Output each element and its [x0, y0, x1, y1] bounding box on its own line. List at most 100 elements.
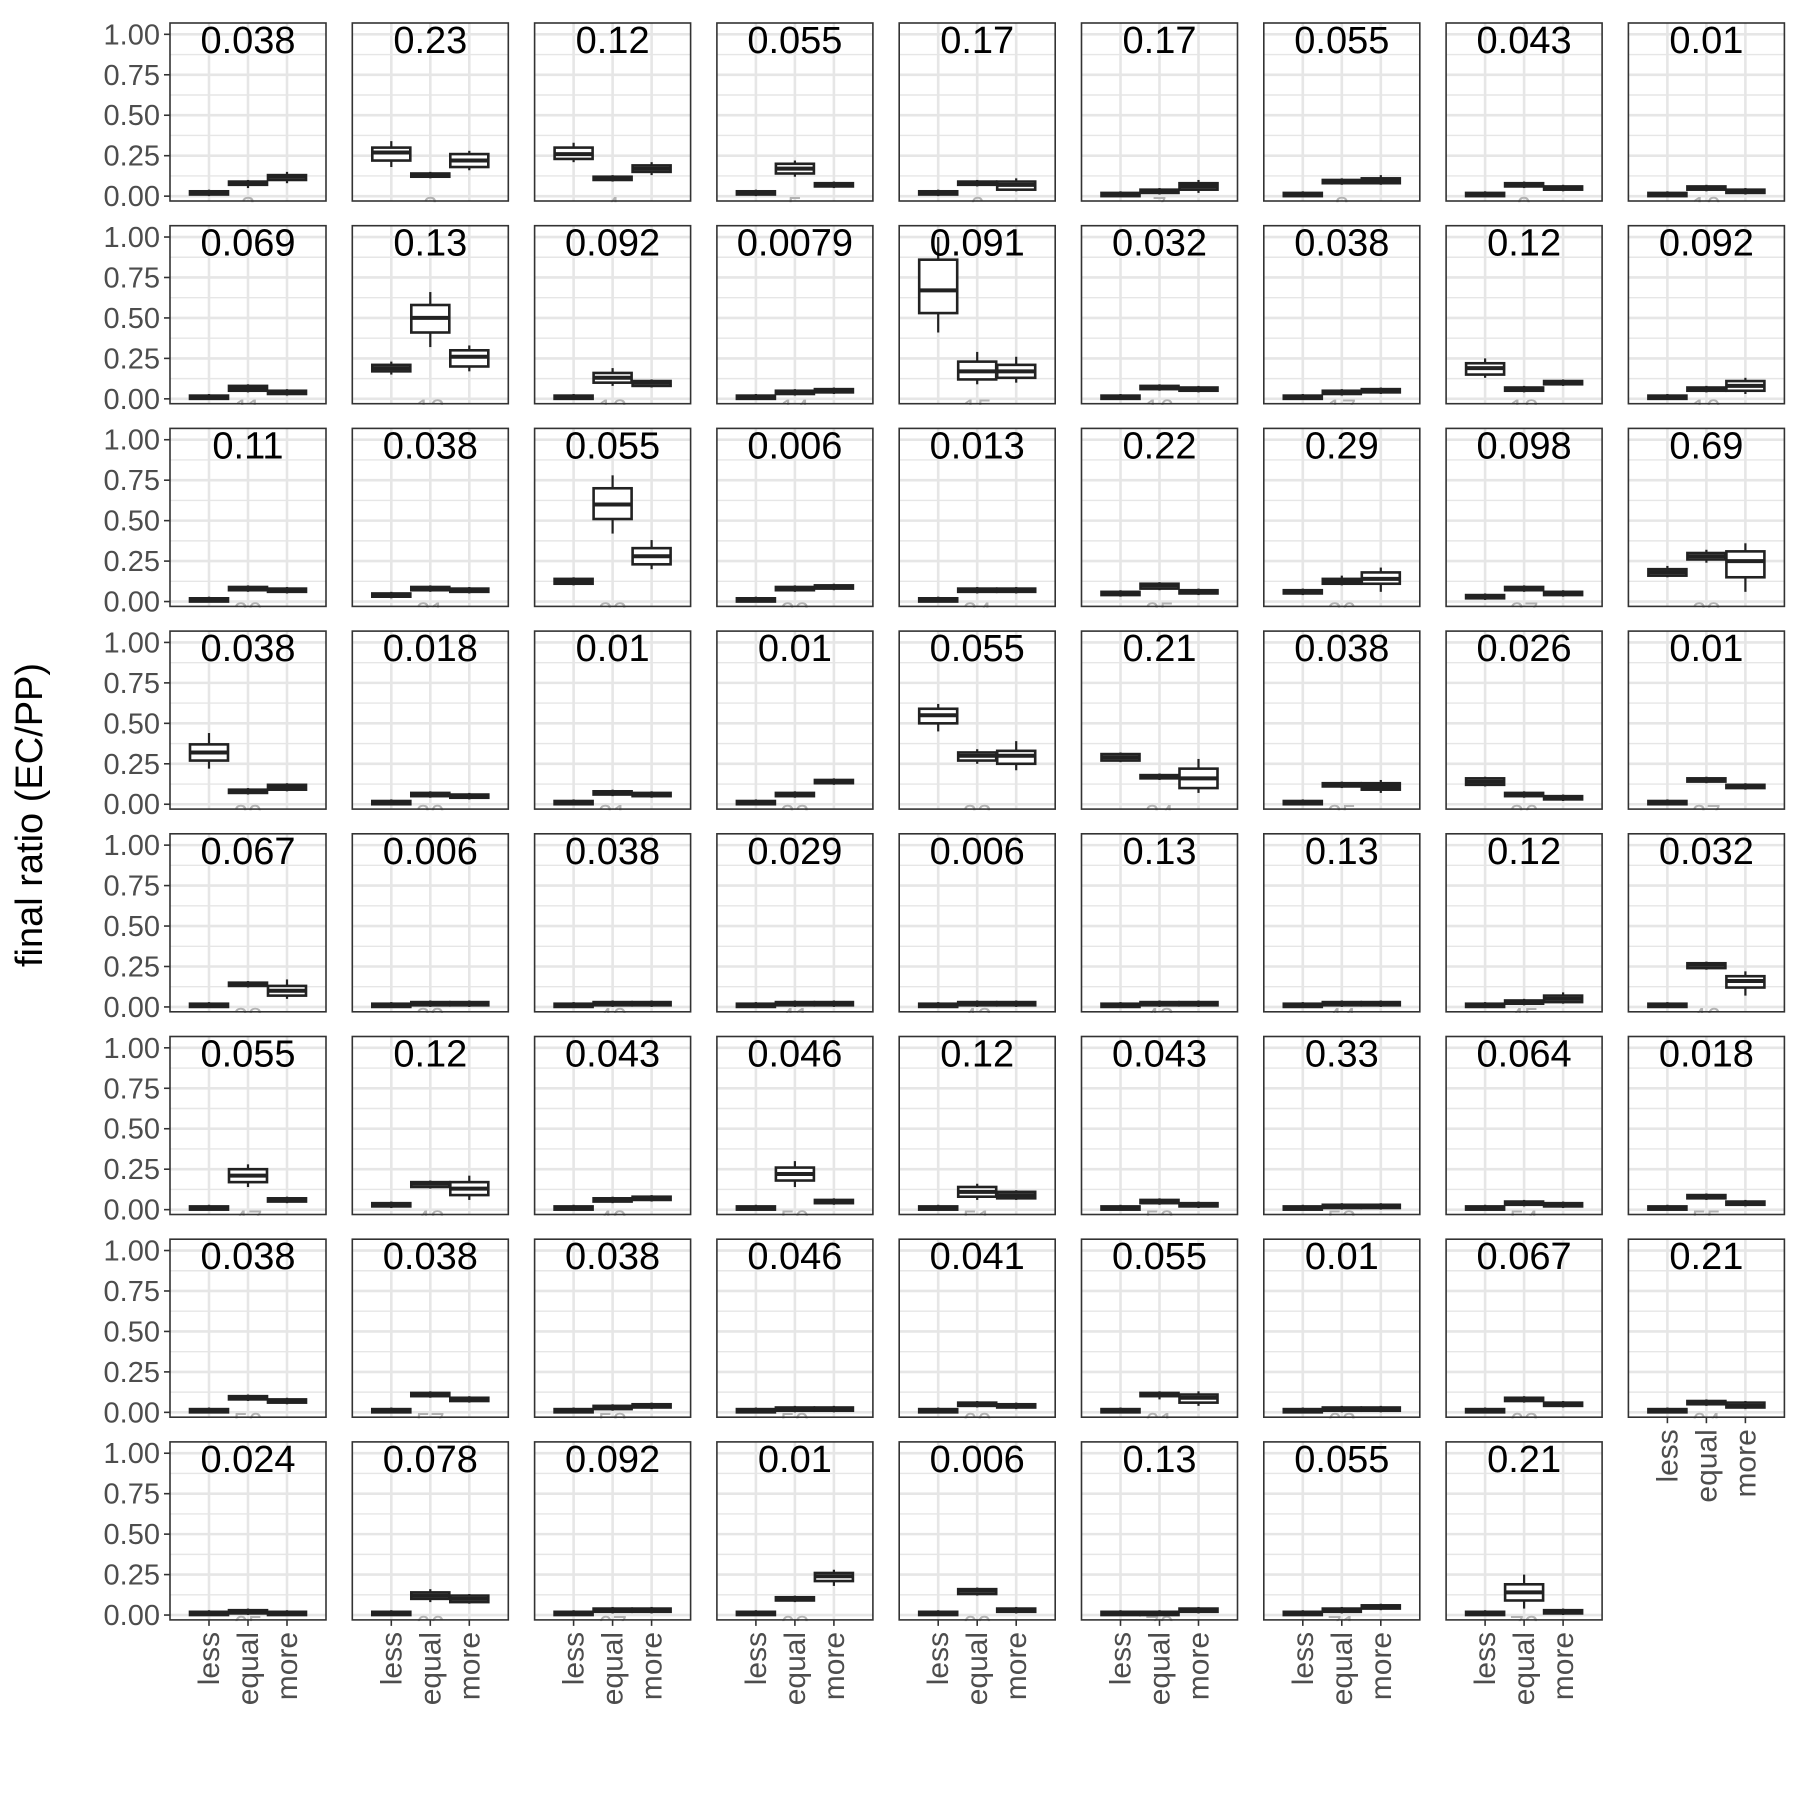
panel-value-label: 0.01: [1669, 628, 1743, 670]
box-less: [735, 596, 777, 603]
x-tick-label: more: [1547, 1632, 1580, 1700]
box-more: [1360, 1603, 1402, 1611]
panel-mask: [1081, 607, 1238, 628]
panel-mask: [1628, 607, 1785, 628]
box-more: [995, 741, 1037, 771]
panel-mask: [352, 1013, 509, 1033]
box-equal: [592, 1606, 633, 1614]
box-more: [813, 778, 855, 785]
box-equal: [1686, 1399, 1727, 1406]
x-tick-label: less: [1287, 1632, 1320, 1685]
panel: 120.13: [351, 223, 510, 425]
box-less: [1647, 1204, 1688, 1211]
panel: 420.006: [898, 831, 1057, 1033]
box-less: [735, 799, 777, 806]
box-more: [1360, 779, 1402, 793]
box-equal: [409, 1391, 451, 1398]
panel-value-label: 0.01: [758, 1439, 832, 1481]
y-tick-label: 0.00: [104, 384, 160, 416]
box-less: [1464, 593, 1506, 600]
box-more: [995, 1606, 1037, 1614]
panel-border: [898, 832, 1057, 1013]
x-tick-label: less: [375, 1632, 408, 1685]
panel-border: [351, 832, 510, 1013]
panel-border: [351, 224, 510, 405]
box-less: [735, 1610, 777, 1617]
panel-mask: [1081, 1215, 1238, 1236]
y-tick-label: 0.50: [104, 1114, 160, 1146]
panel-mask: [534, 810, 691, 831]
box-more: [813, 1569, 855, 1586]
panel-border: [716, 224, 874, 405]
box-more: [1725, 188, 1766, 195]
box-less: [1647, 565, 1688, 578]
panel-value-label: 0.21: [1487, 1439, 1561, 1481]
panel-mask: [716, 1418, 873, 1439]
box-more: [1542, 1401, 1584, 1408]
panel-value-label: 0.018: [383, 628, 478, 670]
box-less: [553, 577, 594, 586]
panel: 160.032: [1080, 223, 1239, 425]
box-equal: [1321, 389, 1363, 396]
y-tick-label: 1.00: [104, 627, 160, 659]
box-less: [188, 1610, 230, 1617]
panel-mask: [1446, 1013, 1603, 1033]
x-tick-label: equal: [1326, 1632, 1359, 1705]
x-tick-label: more: [271, 1632, 304, 1700]
y-tick-label: 0.50: [104, 303, 160, 335]
box-equal: [227, 1608, 269, 1616]
box-more: [813, 1405, 855, 1413]
panel-border: [716, 1035, 874, 1216]
box-equal: [227, 179, 269, 189]
box-more: [631, 162, 672, 176]
box-more: [813, 583, 855, 591]
box-equal: [1503, 181, 1545, 189]
box-more: [1178, 1000, 1219, 1007]
box-less: [370, 141, 412, 168]
panel-value-label: 0.043: [1112, 1034, 1207, 1076]
panel-border: [1445, 832, 1603, 1013]
box-equal: [774, 389, 816, 396]
x-tick-label: equal: [232, 1632, 265, 1705]
box-less: [917, 189, 959, 197]
box-more: [1178, 758, 1219, 793]
panel-border: [169, 1035, 327, 1216]
box-more: [1360, 175, 1402, 185]
panel-border: [1080, 832, 1239, 1013]
y-tick-label: 0.00: [104, 1600, 160, 1632]
box-less: [553, 1002, 594, 1009]
box-more: [266, 783, 308, 792]
box-less: [1464, 776, 1506, 787]
panel-mask: [899, 1621, 1056, 1642]
box-equal: [1686, 549, 1727, 563]
panel-border: [1627, 832, 1786, 1013]
y-tick-label: 0.50: [104, 506, 160, 538]
panel: 510.12: [898, 1034, 1057, 1236]
box-less: [735, 189, 777, 197]
panel: 80.055: [1263, 20, 1421, 223]
box-equal: [1139, 1000, 1180, 1007]
box-equal: [1686, 1193, 1727, 1200]
panel-border: [533, 630, 692, 810]
panel-value-label: 0.23: [393, 20, 467, 62]
panel-mask: [1628, 1215, 1785, 1236]
x-tick-label: less: [193, 1632, 226, 1685]
panel-mask: [716, 202, 873, 223]
y-tick-label: 0.75: [104, 465, 160, 497]
panel-mask: [1446, 1418, 1603, 1439]
panel-mask: [534, 404, 691, 425]
box-more: [1360, 1000, 1402, 1007]
panel: 330.055: [898, 628, 1057, 831]
box-more: [1725, 1199, 1766, 1207]
box-more: [448, 1000, 490, 1007]
panel-mask: [534, 202, 691, 223]
panel-value-label: 0.006: [747, 425, 842, 467]
panel-value-label: 0.038: [565, 831, 660, 873]
box-less: [1464, 358, 1506, 378]
box-less: [1100, 393, 1141, 401]
panel-mask: [534, 1621, 691, 1642]
x-tick-label: more: [1729, 1429, 1762, 1497]
y-tick-label: 0.50: [104, 1519, 160, 1551]
